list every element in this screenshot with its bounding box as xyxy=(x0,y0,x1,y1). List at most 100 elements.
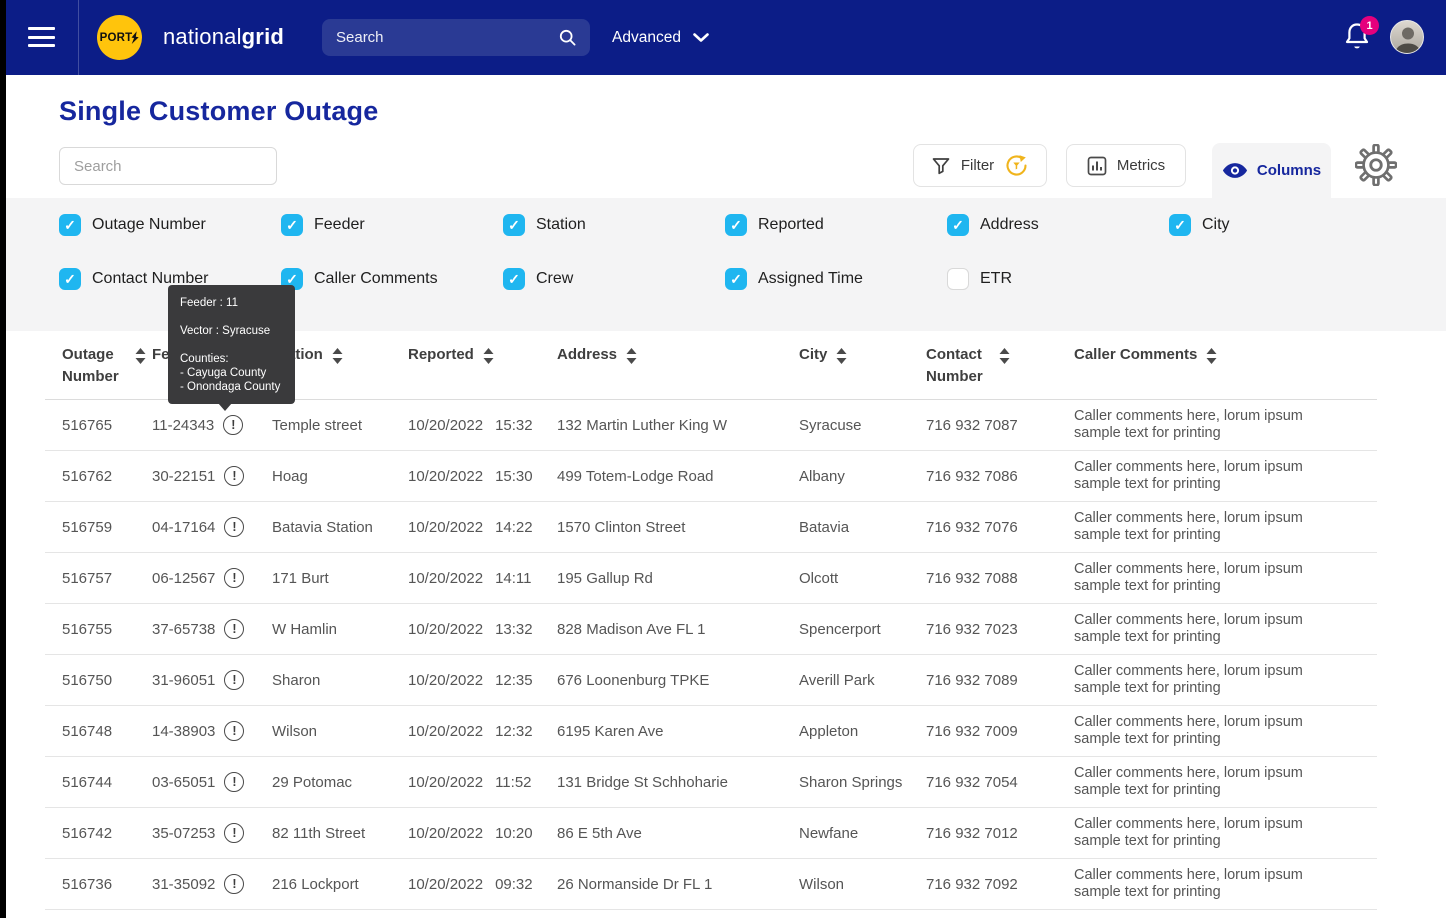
checked-checkbox[interactable]: ✓ xyxy=(59,214,81,236)
column-toggle[interactable]: ✓ Address xyxy=(947,213,1169,237)
checked-checkbox[interactable]: ✓ xyxy=(725,268,747,290)
table-row[interactable]: 516748 14-38903 ! Wilson 10/20/2022 12:32… xyxy=(45,706,1377,757)
table-row[interactable]: 516750 31-96051 ! Sharon 10/20/2022 12:35… xyxy=(45,655,1377,706)
hamburger-menu-button[interactable] xyxy=(28,27,55,47)
toggles-row-1: ✓ Outage Number ✓ Feeder ✓ Station ✓ Rep… xyxy=(59,213,1391,237)
column-toggle[interactable]: ✓ Caller Comments xyxy=(281,267,503,291)
sort-icon[interactable] xyxy=(332,348,343,364)
sort-icon[interactable] xyxy=(626,348,637,364)
feeder-info-icon[interactable]: ! xyxy=(224,517,245,537)
feeder-info-icon[interactable]: ! xyxy=(224,619,245,639)
station-cell: 82 11th Street xyxy=(272,824,366,842)
sort-icon[interactable] xyxy=(483,348,494,364)
feeder-info-icon[interactable]: ! xyxy=(224,874,245,894)
reported-cell: 10/20/2022 14:22 xyxy=(408,519,557,536)
reported-cell: 10/20/2022 10:20 xyxy=(408,825,557,842)
column-header[interactable]: Outage Number xyxy=(62,344,152,388)
checked-checkbox[interactable]: ✓ xyxy=(503,214,525,236)
table-row[interactable]: 516736 31-35092 ! 216 Lockport 10/20/202… xyxy=(45,859,1377,910)
feeder-info-icon[interactable]: ! xyxy=(224,568,245,588)
checked-checkbox[interactable]: ✓ xyxy=(947,214,969,236)
column-toggle-label: City xyxy=(1202,216,1230,233)
unchecked-checkbox[interactable]: ✓ xyxy=(947,268,969,290)
feeder-info-icon[interactable]: ! xyxy=(224,823,245,843)
table-body: 516765 11-24343 ! Temple street 10/20/20… xyxy=(45,400,1377,910)
column-header[interactable]: Contact Number xyxy=(926,344,1074,388)
table-row[interactable]: 516742 35-07253 ! 82 11th Street 10/20/2… xyxy=(45,808,1377,859)
caller-comments-cell: Caller comments here, lorum ipsum sample… xyxy=(1074,714,1303,747)
outage-number-cell: 516748 xyxy=(62,722,113,740)
contact-number-cell: 716 932 7076 xyxy=(926,518,1018,536)
caller-comments-cell: Caller comments here, lorum ipsum sample… xyxy=(1074,408,1303,441)
table-row[interactable]: 516765 11-24343 ! Temple street 10/20/20… xyxy=(45,400,1377,451)
column-header-label: Address xyxy=(557,346,618,363)
table-row[interactable]: 516744 03-65051 ! 29 Potomac 10/20/2022 1… xyxy=(45,757,1377,808)
column-header[interactable]: City xyxy=(799,344,926,388)
column-toggle[interactable]: ✓ Reported xyxy=(725,213,947,237)
column-header[interactable]: Address xyxy=(557,344,799,388)
reported-cell: 10/20/2022 15:32 xyxy=(408,417,557,434)
sort-icon[interactable] xyxy=(836,348,847,364)
column-toggle[interactable]: ✓ Feeder xyxy=(281,213,503,237)
reported-time: 12:32 xyxy=(495,722,533,740)
column-toggle[interactable]: ✓ Station xyxy=(503,213,725,237)
metrics-button[interactable]: Metrics xyxy=(1066,144,1186,187)
feeder-cell: 06-12567 ! xyxy=(152,568,272,588)
checked-checkbox[interactable]: ✓ xyxy=(503,268,525,290)
column-header[interactable]: Caller Comments xyxy=(1074,344,1377,388)
global-search-button[interactable] xyxy=(553,29,590,46)
columns-button-active[interactable]: Columns xyxy=(1212,143,1331,198)
table-row[interactable]: 516762 30-22151 ! Hoag 10/20/2022 15:30 4… xyxy=(45,451,1377,502)
feeder-info-icon[interactable]: ! xyxy=(223,415,244,435)
column-toggle[interactable]: ✓ ETR xyxy=(947,267,1169,291)
address-cell: 195 Gallup Rd xyxy=(557,569,653,587)
reported-date: 10/20/2022 xyxy=(408,722,484,740)
column-toggle[interactable]: ✓ Outage Number xyxy=(59,213,281,237)
sort-icon[interactable] xyxy=(999,348,1010,364)
address-cell: 6195 Karen Ave xyxy=(557,722,664,740)
table-search-input[interactable] xyxy=(59,147,277,185)
table-row[interactable]: 516755 37-65738 ! W Hamlin 10/20/2022 13:… xyxy=(45,604,1377,655)
column-toggle[interactable]: ✓ Contact Number xyxy=(59,267,281,291)
table-row[interactable]: 516759 04-17164 ! Batavia Station 10/20/… xyxy=(45,502,1377,553)
column-toggle[interactable]: ✓ Assigned Time xyxy=(725,267,947,291)
contact-number-cell: 716 932 7012 xyxy=(926,824,1018,842)
column-header-label: Contact Number xyxy=(926,346,983,385)
gear-icon xyxy=(1354,143,1398,187)
sort-icon[interactable] xyxy=(1206,348,1217,364)
column-toggle[interactable]: ✓ City xyxy=(1169,213,1391,237)
column-toggle[interactable]: ✓ Crew xyxy=(503,267,725,291)
reported-cell: 10/20/2022 14:11 xyxy=(408,570,557,587)
station-cell: Hoag xyxy=(272,467,308,485)
checked-checkbox[interactable]: ✓ xyxy=(59,268,81,290)
address-cell: 676 Loonenburg TPKE xyxy=(557,671,710,689)
outage-number-cell: 516762 xyxy=(62,467,113,485)
feeder-info-icon[interactable]: ! xyxy=(224,466,245,486)
settings-gear-button[interactable] xyxy=(1354,143,1398,187)
advanced-search-dropdown[interactable]: Advanced xyxy=(612,22,709,54)
filter-button[interactable]: Filter xyxy=(913,144,1047,187)
checked-checkbox[interactable]: ✓ xyxy=(281,214,303,236)
contact-number-cell: 716 932 7088 xyxy=(926,569,1018,587)
feeder-info-icon[interactable]: ! xyxy=(224,772,245,792)
port-logo[interactable]: PORT xyxy=(97,15,142,60)
city-cell: Olcott xyxy=(799,569,839,587)
checked-checkbox[interactable]: ✓ xyxy=(1169,214,1191,236)
table-row[interactable]: 516757 06-12567 ! 171 Burt 10/20/2022 14:… xyxy=(45,553,1377,604)
reported-cell: 10/20/2022 11:52 xyxy=(408,774,557,791)
city-cell: Appleton xyxy=(799,722,859,740)
global-search-input[interactable] xyxy=(322,19,553,56)
feeder-info-icon[interactable]: ! xyxy=(224,721,245,741)
reported-cell: 10/20/2022 12:35 xyxy=(408,672,557,689)
feeder-cell: 37-65738 ! xyxy=(152,619,272,639)
user-avatar[interactable] xyxy=(1390,20,1424,54)
column-header[interactable]: Reported xyxy=(408,344,557,388)
feeder-info-icon[interactable]: ! xyxy=(224,670,245,690)
reported-time: 13:32 xyxy=(495,620,533,638)
feeder-cell: 03-65051 ! xyxy=(152,772,272,792)
sort-icon[interactable] xyxy=(135,348,146,364)
station-cell: W Hamlin xyxy=(272,620,338,638)
checked-checkbox[interactable]: ✓ xyxy=(725,214,747,236)
column-toggle-label: Caller Comments xyxy=(314,270,438,287)
nationalgrid-wordmark: nationalgrid xyxy=(163,24,284,50)
